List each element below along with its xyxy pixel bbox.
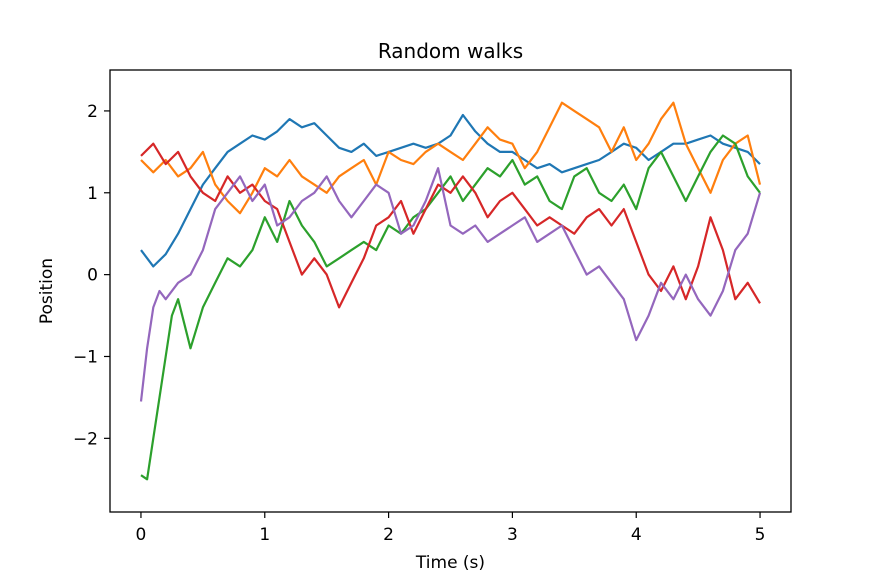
x-tick-label: 5 (755, 525, 766, 545)
x-axis-label: Time (s) (415, 553, 485, 573)
chart-title: Random walks (378, 39, 523, 63)
x-axis: 0 1 2 3 4 5 (136, 512, 766, 545)
y-axis: −2 −1 0 1 2 (73, 102, 110, 449)
x-tick-label: 4 (631, 525, 642, 545)
series-line-3 (140, 134, 761, 481)
series-line-1 (140, 113, 761, 268)
y-tick-label: −2 (73, 429, 98, 449)
series-line-2 (140, 101, 762, 215)
y-axis-label: Position (37, 258, 57, 324)
y-tick-label: 1 (87, 184, 98, 204)
y-tick-label: 2 (87, 102, 98, 122)
series-line-5 (139, 167, 762, 402)
series-group (139, 101, 762, 481)
series-line-4 (140, 142, 761, 309)
plot-frame (109, 69, 792, 513)
x-tick-label: 1 (259, 525, 270, 545)
x-tick-label: 2 (383, 525, 394, 545)
y-tick-label: −1 (73, 347, 98, 367)
x-tick-label: 3 (507, 525, 518, 545)
y-tick-label: 0 (87, 266, 98, 286)
x-tick-label: 0 (136, 525, 147, 545)
